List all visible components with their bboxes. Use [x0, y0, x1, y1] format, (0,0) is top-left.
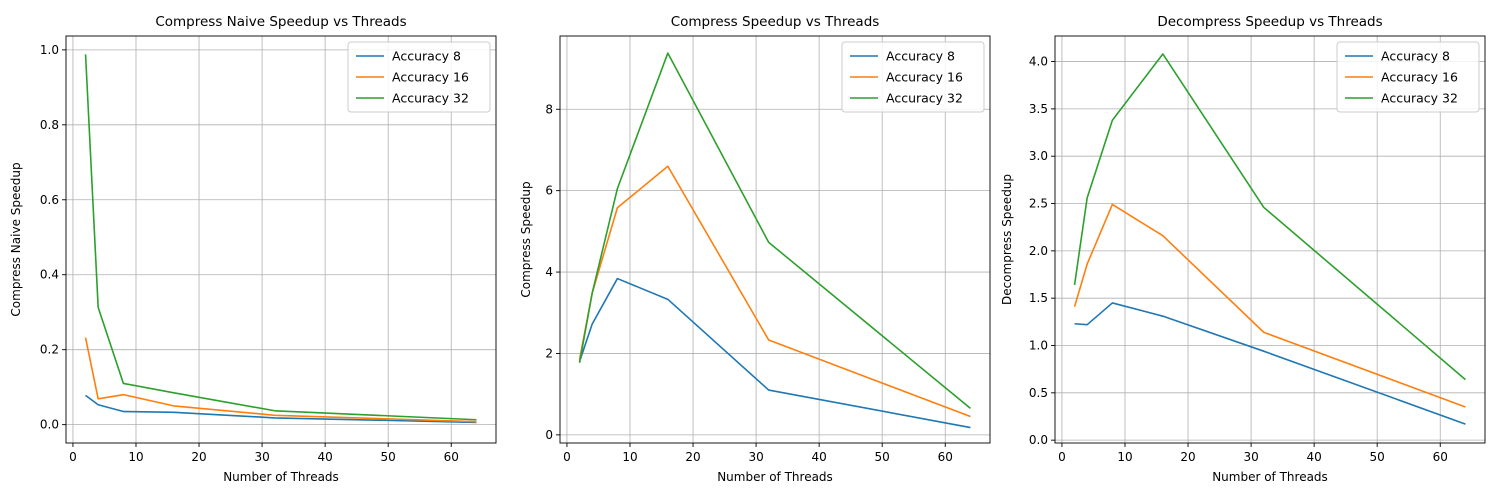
x-tick-label: 30	[748, 450, 763, 464]
y-axis-label: Compress Naive Speedup	[9, 162, 23, 316]
y-tick-label: 2.5	[1029, 197, 1048, 211]
chart-panel-3: 0 10 20 30 40 50 60 0.0 0.5 1.0 1.5 2.0 2.5 3.0 3.5 4.0…	[1000, 14, 1486, 484]
x-tick-label: 50	[875, 450, 890, 464]
chart-title: Decompress Speedup vs Threads	[1157, 14, 1382, 30]
series-line-accuracy-8	[578, 277, 971, 429]
y-tick-label: 2.0	[1029, 244, 1048, 258]
legend-label: Accuracy 32	[1381, 91, 1458, 106]
y-tick-label: 4.0	[1029, 55, 1048, 69]
axes-frame	[1054, 35, 1486, 444]
y-tick-label: 0.8	[40, 118, 59, 132]
x-tick-label: 60	[1433, 450, 1448, 464]
x-tick-label: 60	[444, 450, 459, 464]
legend: Accuracy 8 Accuracy 16 Accuracy 32	[1336, 41, 1480, 113]
y-tick-label: 0.4	[40, 268, 59, 282]
series-line-accuracy-8	[85, 394, 477, 424]
legend-label: Accuracy 8	[392, 49, 461, 64]
x-axis-label: Number of Threads	[1212, 470, 1328, 484]
chart-title: Compress Speedup vs Threads	[671, 14, 880, 30]
x-tick-label: 50	[1370, 450, 1385, 464]
y-tick-label: 2	[545, 346, 553, 360]
series-line-accuracy-16	[1073, 203, 1466, 408]
series-line-accuracy-16	[578, 165, 971, 418]
legend-label: Accuracy 16	[1381, 70, 1458, 85]
legend-box	[347, 41, 491, 113]
legend-label: Accuracy 8	[886, 49, 955, 64]
legend-label: Accuracy 32	[886, 91, 963, 106]
series-line-accuracy-16	[84, 337, 477, 423]
x-axis-label: Number of Threads	[717, 470, 833, 484]
y-tick-label: 0.6	[40, 193, 59, 207]
y-tick-label: 6	[545, 184, 553, 198]
y-axis-label: Decompress Speedup	[1000, 174, 1014, 305]
y-tick-label: 0.2	[40, 343, 59, 357]
y-tick-label: 3.0	[1029, 149, 1048, 163]
x-tick-label: 20	[685, 450, 700, 464]
x-tick-label: 0	[1058, 450, 1066, 464]
series-line-accuracy-32	[1073, 53, 1466, 381]
y-tick-label: 3.5	[1029, 102, 1048, 116]
chart-panel-1: 0 10 20 30 40 50 60 0.0 0.2 0.4 0.6 0.8 1.0 Compress …	[9, 14, 497, 484]
axes-frame	[559, 35, 991, 444]
x-tick-label: 60	[938, 450, 953, 464]
x-tick-label: 20	[191, 450, 206, 464]
y-tick-label: 0	[545, 428, 553, 442]
x-tick-label: 30	[254, 450, 269, 464]
chart-panel-2: 0 10 20 30 40 50 60 0 2 4 6 8 Compress Speedup vs Th…	[519, 14, 991, 484]
y-axis-label: Compress Speedup	[519, 181, 533, 297]
y-tick-label: 1.0	[1029, 339, 1048, 353]
axes-frame	[65, 35, 497, 444]
x-tick-label: 20	[1180, 450, 1195, 464]
legend-box	[841, 41, 985, 113]
y-tick-label: 1.0	[40, 43, 59, 57]
x-tick-label: 0	[69, 450, 77, 464]
legend-box	[1336, 41, 1480, 113]
y-tick-label: 1.5	[1029, 291, 1048, 305]
y-tick-label: 8	[545, 102, 553, 116]
legend-label: Accuracy 16	[886, 70, 963, 85]
x-tick-label: 10	[622, 450, 637, 464]
x-tick-label: 10	[128, 450, 143, 464]
y-tick-label: 0.0	[40, 418, 59, 432]
chart-title: Compress Naive Speedup vs Threads	[155, 14, 406, 30]
series-line-accuracy-32	[578, 52, 971, 410]
legend-label: Accuracy 8	[1381, 49, 1450, 64]
series-line-accuracy-32	[84, 54, 477, 421]
y-tick-label: 4	[545, 265, 553, 279]
x-tick-label: 50	[381, 450, 396, 464]
legend-label: Accuracy 16	[392, 70, 469, 85]
x-tick-label: 30	[1243, 450, 1258, 464]
series-line-accuracy-8	[1074, 302, 1466, 425]
y-tick-label: 0.5	[1029, 386, 1048, 400]
x-tick-label: 10	[1117, 450, 1132, 464]
y-tick-label: 0.0	[1029, 433, 1048, 447]
x-tick-label: 40	[1306, 450, 1321, 464]
legend: Accuracy 8 Accuracy 16 Accuracy 32	[841, 41, 985, 113]
x-tick-label: 40	[811, 450, 826, 464]
x-axis-label: Number of Threads	[223, 470, 339, 484]
x-tick-label: 40	[317, 450, 332, 464]
legend-label: Accuracy 32	[392, 91, 469, 106]
legend: Accuracy 8 Accuracy 16 Accuracy 32	[347, 41, 491, 113]
x-tick-label: 0	[563, 450, 571, 464]
